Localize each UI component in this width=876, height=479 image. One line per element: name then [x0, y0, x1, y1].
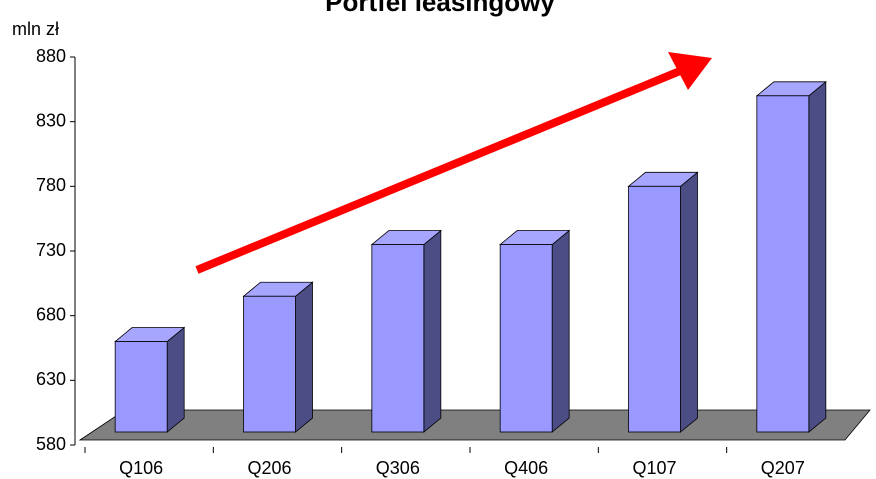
bar — [114, 341, 168, 433]
x-tick-label: Q206 — [247, 458, 291, 478]
bar-side — [423, 229, 442, 433]
trend-arrow-shaft — [195, 67, 682, 274]
x-tick-label: Q306 — [376, 458, 420, 478]
chart-title: Portfel leasingowy — [325, 0, 555, 17]
floor — [78, 409, 871, 441]
bar-side — [166, 326, 185, 433]
bar — [756, 95, 810, 433]
y-axis-label: mln zł — [12, 19, 59, 39]
bar — [499, 244, 553, 433]
plot — [78, 80, 871, 441]
bar — [628, 185, 681, 433]
y-tick-label: 680 — [36, 304, 66, 324]
bar-side — [295, 281, 313, 433]
y-tick-label: 780 — [36, 175, 66, 195]
x-tick-label: Q106 — [119, 458, 163, 478]
y-tick-label: 580 — [36, 434, 66, 454]
x-tick-label: Q107 — [632, 458, 676, 478]
y-tick-label: 730 — [36, 240, 66, 260]
bar — [243, 295, 296, 433]
bar — [371, 244, 425, 433]
y-tick-label: 830 — [36, 110, 66, 130]
bar-side — [808, 80, 827, 433]
y-tick-label: 880 — [36, 46, 66, 66]
bar-side — [551, 229, 570, 433]
bar-side — [680, 171, 698, 433]
x-tick-label: Q406 — [504, 458, 548, 478]
x-tick-label: Q207 — [761, 458, 805, 478]
trend-arrow-head — [668, 52, 712, 90]
y-tick-label: 630 — [36, 369, 66, 389]
